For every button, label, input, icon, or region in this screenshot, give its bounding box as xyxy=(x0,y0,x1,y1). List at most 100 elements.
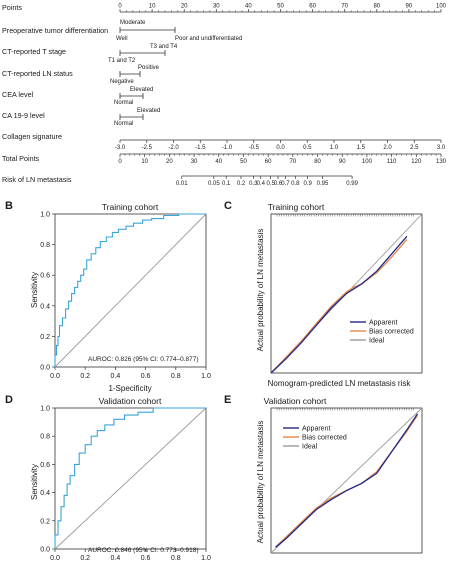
nomo-points-tick-label: 60 xyxy=(309,4,316,10)
nomo-total-tick-label: 130 xyxy=(436,159,447,165)
plot-frame xyxy=(54,407,207,550)
x-tick-label: 1.0 xyxy=(201,373,211,380)
panel-c-ylabel: Actual probability of LN metastasis xyxy=(256,229,265,352)
panel-e-title: Validation cohort xyxy=(264,396,327,406)
nomo-collagen-tick-label: -2.5 xyxy=(142,145,153,151)
nomo-total-tick-label: 120 xyxy=(411,159,422,165)
panel-d-letter: D xyxy=(5,394,13,406)
nomo-ln-level-negative: Negative xyxy=(110,79,134,85)
nomo-risk-tick-label: 0.5 xyxy=(266,181,275,187)
x-tick-label: 0.2 xyxy=(80,373,90,380)
x-tick-label: 1.0 xyxy=(201,555,211,560)
panel-c-letter: C xyxy=(224,200,232,212)
nomo-t-axis xyxy=(119,50,166,56)
nomo-t-level-t3t4: T3 and T4 xyxy=(150,44,178,50)
nomo-risk-tick-label: 0.3 xyxy=(249,181,258,187)
nomo-points-tick-label: 30 xyxy=(213,4,220,10)
legend-ideal-label: Ideal xyxy=(369,338,385,345)
nomo-collagen-tick-label: -1.0 xyxy=(222,145,233,151)
nomo-label-points: Points xyxy=(2,3,22,12)
x-tick-label: 0.0 xyxy=(50,373,60,380)
nomogram: Points Preoperative tumor differentiatio… xyxy=(2,3,447,187)
nomo-collagen-tick-label: 0.0 xyxy=(276,145,285,151)
panel-d-ylabel: Sensitivity xyxy=(30,464,39,500)
reference-diagonal xyxy=(54,213,207,368)
y-tick-label: 0.4 xyxy=(40,303,50,310)
nomo-total-tick-label: 20 xyxy=(166,159,173,165)
nomo-total-tick-label: 60 xyxy=(265,159,272,165)
panel-d-title: Validation cohort xyxy=(99,396,162,406)
nomo-label-cea: CEA level xyxy=(2,90,34,99)
nomo-label-ln-status: CT-reported LN status xyxy=(2,69,73,78)
y-tick-label: 0.8 xyxy=(40,242,50,249)
nomo-points-tick-label: 0 xyxy=(118,4,122,10)
nomo-cea-level-elevated: Elevated xyxy=(130,87,153,93)
nomo-collagen-tick-label: -1.5 xyxy=(195,145,206,151)
nomo-diff-level-poor: Poor and undifferentiated xyxy=(175,36,242,42)
panel-e-letter: E xyxy=(224,394,231,406)
nomo-collagen-tick-label: 0.5 xyxy=(303,145,312,151)
apparent-line xyxy=(275,413,419,548)
panel-b-title: Training cohort xyxy=(102,202,159,212)
reference-diagonal xyxy=(54,407,207,550)
nomo-total-tick-label: 50 xyxy=(240,159,247,165)
nomo-ln-level-positive: Positive xyxy=(138,65,160,71)
legend-e-apparent-label: Apparent xyxy=(302,426,330,433)
nomo-risk-tick-label: 0.01 xyxy=(176,181,188,187)
nomo-risk-tick-label: 0.6 xyxy=(274,181,283,187)
y-tick-label: 0.0 xyxy=(40,365,50,372)
x-tick-label: 0.4 xyxy=(111,373,121,380)
panel-c-title: Training cohort xyxy=(268,202,325,212)
nomo-label-total-points: Total Points xyxy=(2,154,40,163)
nomo-points-tick-label: 50 xyxy=(277,4,284,10)
nomo-risk-tick-label: 0.9 xyxy=(303,181,312,187)
nomo-label-collagen: Collagen signature xyxy=(2,132,62,141)
nomo-collagen-tick-label: 1.0 xyxy=(330,145,339,151)
nomo-risk-tick-label: 0.1 xyxy=(222,181,231,187)
nomogram-scales: 0 10 20 30 40 50 60 70 80 90 100-3.0 -2.5 -2.0 -1.5 -1… xyxy=(115,4,447,188)
panel-c-xlabel: Nomogram-predicted LN metastasis risk xyxy=(268,379,412,388)
panel-c-legend: Apparent Bias corrected Ideal xyxy=(350,320,414,345)
nomo-risk-tick-label: 0.95 xyxy=(317,181,329,187)
nomo-risk-tick-label: 0.8 xyxy=(291,181,300,187)
nomo-points-tick-label: 10 xyxy=(149,4,156,10)
legend-e-ideal-label: Ideal xyxy=(302,444,318,451)
panel-e-legend: Apparent Bias corrected Ideal xyxy=(283,426,347,451)
panel-b-ylabel: Sensitivity xyxy=(30,272,39,308)
nomo-ca199-level-elevated: Elevated xyxy=(137,108,160,114)
nomo-collagen-tick-label: -2.0 xyxy=(168,145,179,151)
nomo-risk-tick-label: 0.7 xyxy=(281,181,290,187)
nomo-points-tick-label: 90 xyxy=(406,4,413,10)
roc-curve xyxy=(54,407,206,549)
nomo-total-tick-label: 80 xyxy=(314,159,321,165)
panel-b-auroc: AUROC: 0.826 (95% CI: 0.774–0.877) xyxy=(88,356,199,363)
nomo-total-tick-label: 90 xyxy=(339,159,346,165)
nomo-ca199-level-normal: Normal xyxy=(114,121,133,127)
x-tick-label: 0.0 xyxy=(50,555,60,560)
panel-c-calibration-plot xyxy=(270,213,423,374)
nomo-collagen-tick-label: 1.5 xyxy=(357,145,366,151)
nomo-risk-tick-label: 0.05 xyxy=(208,181,220,187)
panel-d-roc-plot: 0.0 0.2 0.4 0.6 0.8 1.0 0.0 0.2 0.4 0.6 0.8 1.0 xyxy=(40,406,211,563)
nomo-diff-level-moderate: Moderate xyxy=(120,20,146,26)
x-tick-label: 0.6 xyxy=(141,373,151,380)
nomo-risk-tick-label: 0.4 xyxy=(257,181,266,187)
nomo-total-tick-label: 100 xyxy=(362,159,373,165)
nomo-label-differentiation: Preoperative tumor differentiation xyxy=(2,26,108,35)
nomo-cea-axis xyxy=(119,93,144,99)
nomo-diff-level-well: Well xyxy=(116,36,128,42)
panel-d-auroc: AUROC: 0.846 (95% CI: 0.773–0.918) xyxy=(88,547,199,554)
nomo-collagen-tick-label: -3.0 xyxy=(115,145,126,151)
panel-b-roc-plot: 0.0 0.2 0.4 0.6 0.8 1.0 0.0 0.2 0.4 0.6 0.8 1.0 xyxy=(40,212,211,381)
apparent-line xyxy=(270,235,408,374)
x-tick-label: 0.4 xyxy=(111,555,121,560)
nomo-risk-tick-label: 0.99 xyxy=(346,181,358,187)
x-tick-label: 0.6 xyxy=(141,555,151,560)
y-tick-label: 0.6 xyxy=(40,462,50,469)
y-tick-label: 0.2 xyxy=(40,334,50,341)
panel-b-letter: B xyxy=(5,200,13,212)
roc-curve xyxy=(54,213,206,367)
nomo-total-tick-label: 10 xyxy=(141,159,148,165)
nomo-total-tick-label: 110 xyxy=(387,159,397,165)
